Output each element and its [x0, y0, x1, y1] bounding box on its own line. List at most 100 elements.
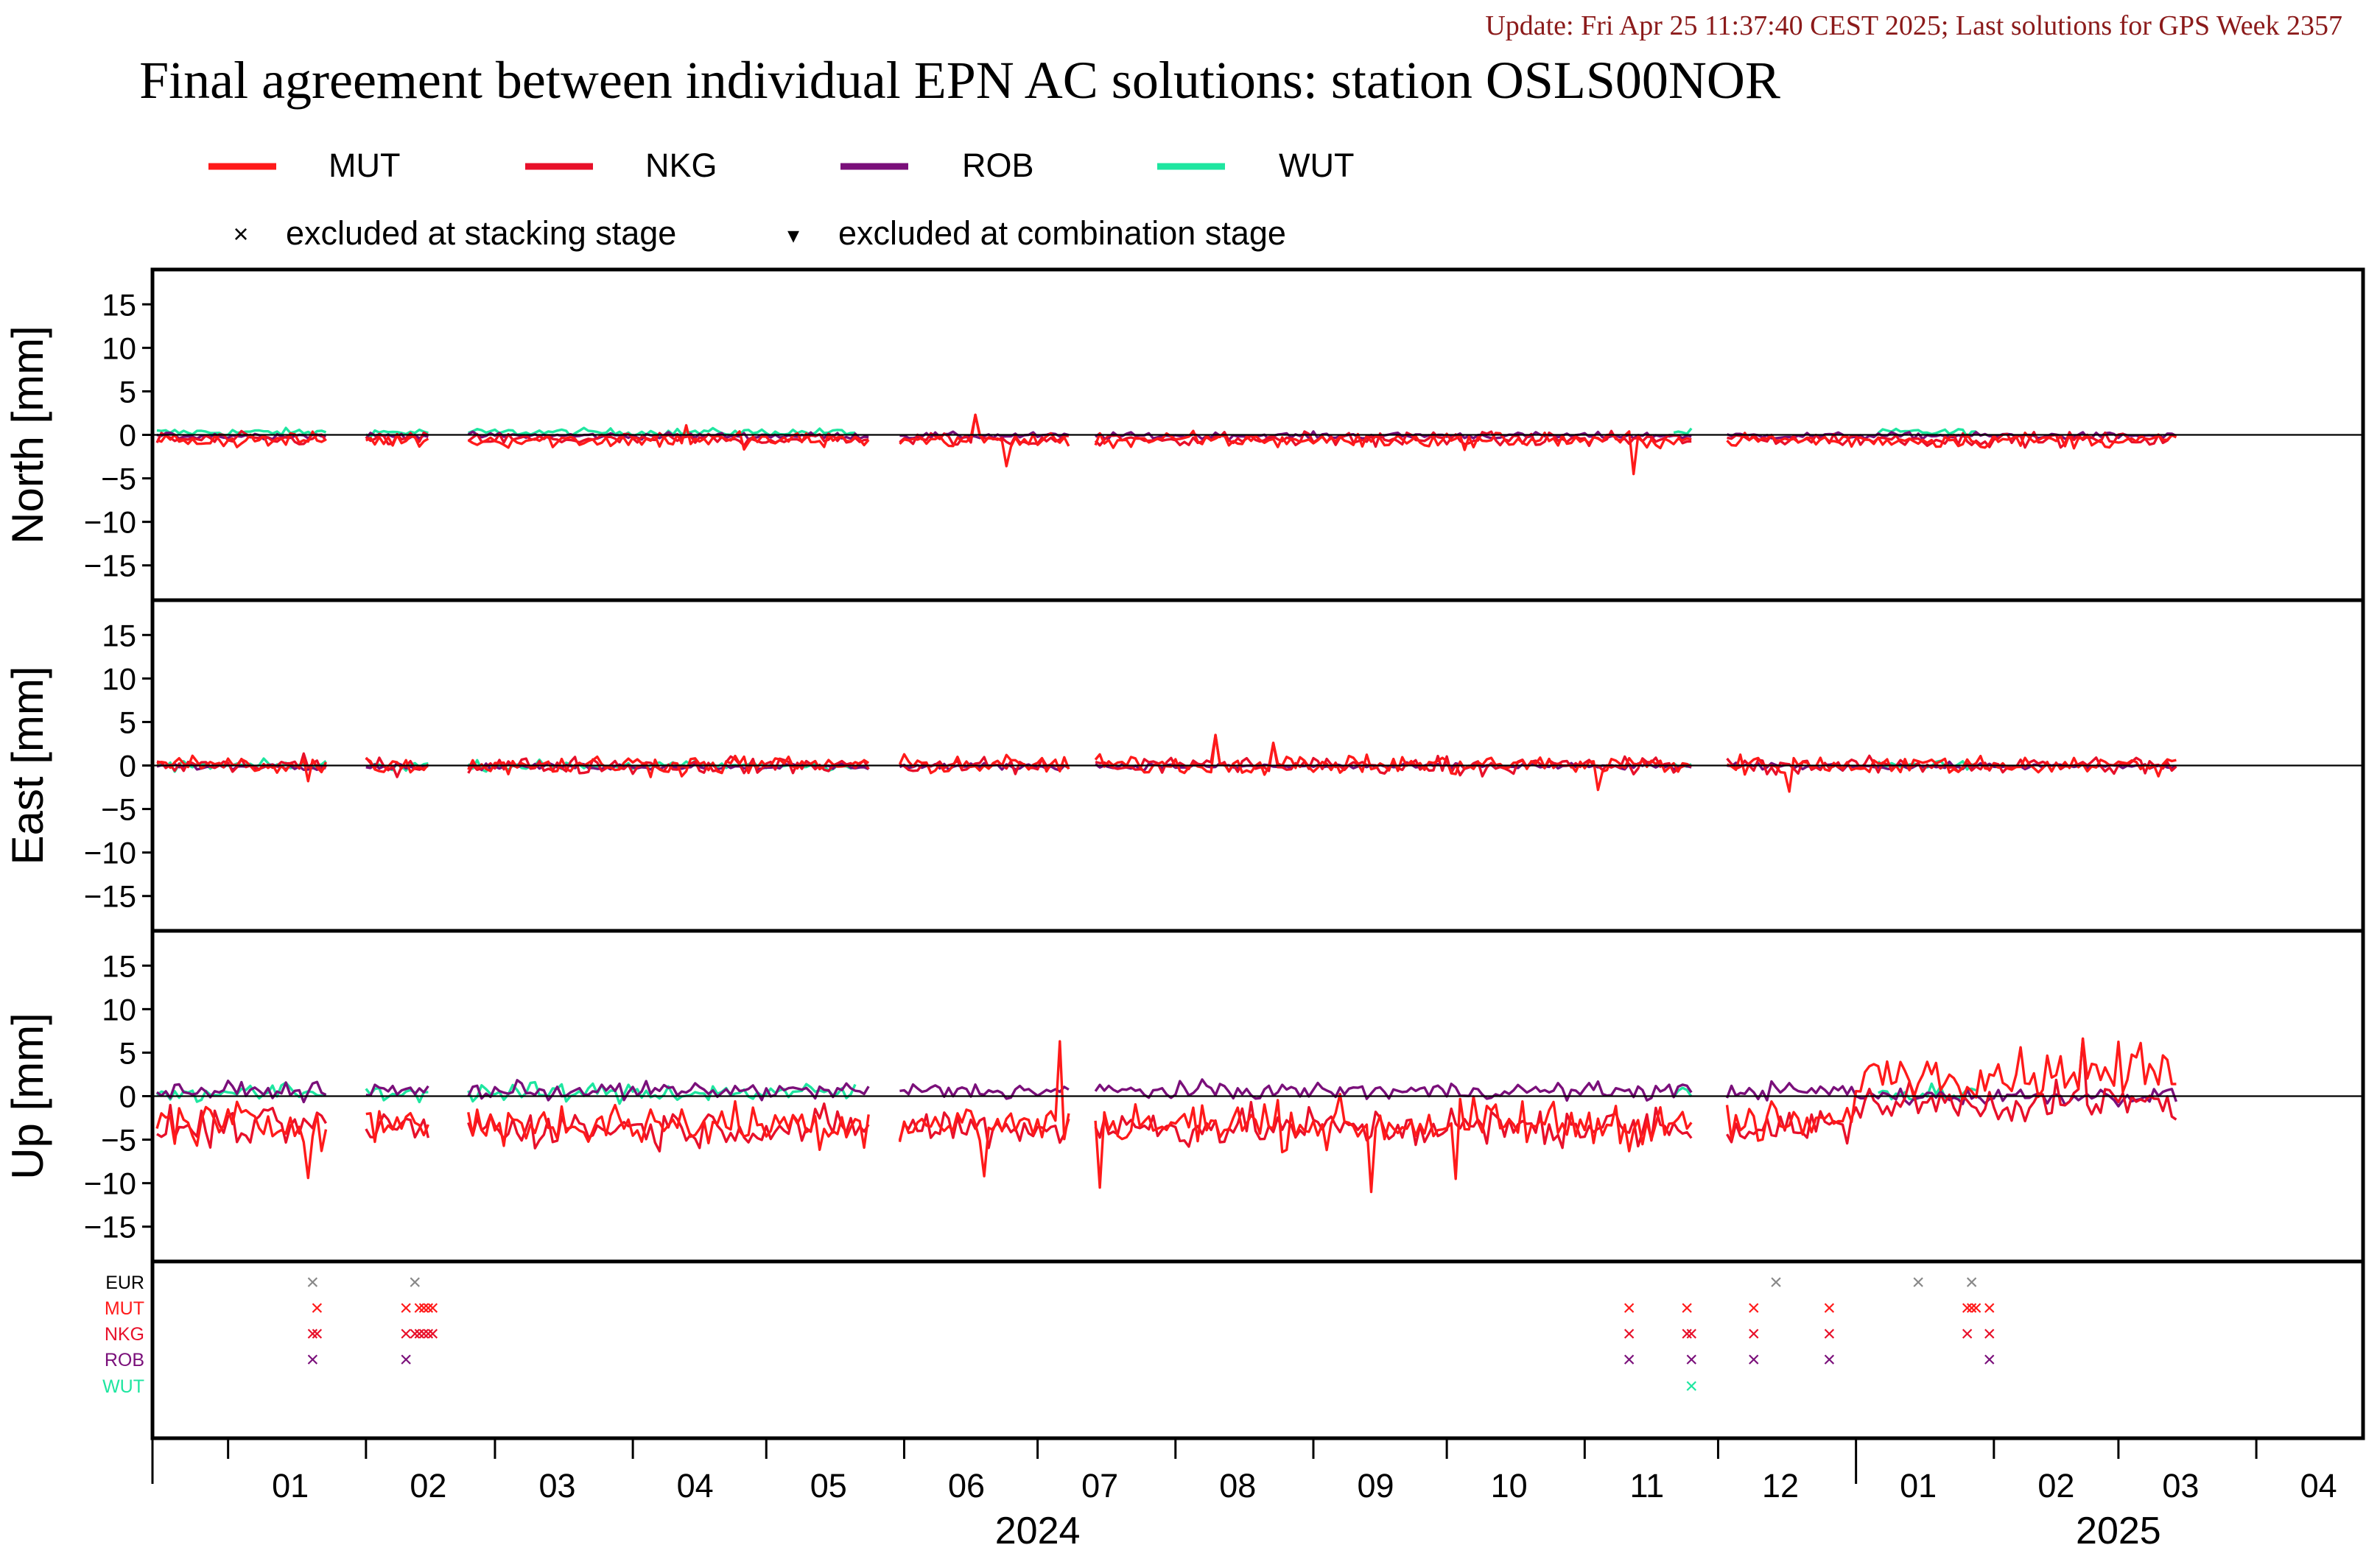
month-tick-label: 07 [1081, 1467, 1118, 1504]
exclusion-marker: × [1961, 1322, 1974, 1346]
exclusion-marker: × [1912, 1270, 1925, 1295]
chart-title: Final agreement between individual EPN A… [139, 51, 1780, 110]
exclusion-marker: × [1983, 1348, 1996, 1372]
exclusion-marker: × [1685, 1322, 1698, 1346]
series-line-nkg [467, 755, 870, 775]
exclusion-marker: × [1680, 1322, 1693, 1346]
series-line-rob [1094, 1078, 1693, 1102]
month-tick-label: 05 [810, 1467, 847, 1504]
year-label: 2025 [2076, 1510, 2161, 1545]
exclusion-marker: × [1769, 1270, 1783, 1295]
exclusion-marker: × [399, 1322, 413, 1346]
exclusion-marker: × [1747, 1322, 1761, 1346]
y-axis-label: Up [mm] [3, 1013, 52, 1180]
exclusion-row-label: ROB [105, 1350, 144, 1370]
exclusion-row-label: NKG [105, 1324, 144, 1345]
exclusion-marker: × [1685, 1374, 1698, 1398]
y-tick-label: −5 [101, 1123, 136, 1158]
series-line-mut [1726, 432, 2177, 450]
series-line-mut [899, 413, 1070, 468]
series-line-mut [898, 1040, 1070, 1178]
series-line-mut [467, 1099, 870, 1151]
y-axis-label: East [mm] [3, 666, 52, 865]
month-tick-label: 11 [1629, 1467, 1664, 1504]
series-line-rob [467, 1079, 870, 1102]
exclusion-marker: × [1965, 1296, 1979, 1320]
month-tick-label: 04 [677, 1467, 714, 1504]
y-tick-label: −15 [84, 879, 136, 914]
series-line-wut [1673, 427, 1693, 435]
series-line-mut [1726, 753, 2177, 793]
exclusion-marker: × [422, 1296, 435, 1320]
legend: MUT NKG ROB WUT × excluded at stacking s… [208, 147, 1354, 252]
exclusion-row-label: EUR [105, 1273, 144, 1293]
exclusion-marker: × [306, 1270, 320, 1295]
exclusion-marker: × [1965, 1270, 1979, 1295]
panel-north: 15 10 5 0 −5 −10 −15 North [mm] [3, 267, 2365, 602]
exclusion-row-label: WUT [102, 1376, 144, 1397]
series-line-mut [156, 754, 328, 783]
y-tick-label: −15 [84, 1210, 136, 1245]
y-tick-label: 15 [102, 618, 136, 652]
legend-label-mut: MUT [329, 147, 400, 184]
exclusion-marker: × [399, 1296, 413, 1320]
y-tick-label: 5 [119, 1035, 136, 1070]
exclusion-marker: × [1747, 1348, 1761, 1372]
series-line-mut [467, 754, 870, 778]
series-line-mut [156, 430, 327, 448]
exclusion-marker: × [408, 1270, 421, 1295]
month-tick-label: 12 [1762, 1467, 1799, 1504]
exclusion-marker: × [408, 1322, 421, 1346]
month-tick-label: 03 [538, 1467, 575, 1504]
month-tick-label: 02 [2037, 1467, 2074, 1504]
month-tick-label: 06 [948, 1467, 985, 1504]
y-tick-label: −10 [84, 1166, 136, 1201]
y-tick-label: 10 [102, 661, 136, 696]
y-tick-label: 5 [119, 374, 136, 409]
update-timestamp: Update: Fri Apr 25 11:37:40 CEST 2025; L… [1485, 10, 2342, 41]
series-line-mut [155, 1100, 328, 1180]
exclusion-marker: × [413, 1296, 426, 1320]
y-tick-label: 0 [119, 418, 136, 453]
series-line-nkg [467, 1102, 870, 1152]
series-line-wut [365, 428, 429, 439]
series-line-mut [365, 757, 429, 774]
exclusion-marker: × [311, 1296, 324, 1320]
legend-label-rob: ROB [962, 147, 1034, 184]
y-tick-label: −15 [84, 549, 136, 583]
exclusion-marker: × [1823, 1296, 1836, 1320]
y-axis-label: North [mm] [3, 325, 52, 544]
exclusion-marker: × [1983, 1296, 1996, 1320]
exclusion-row-label: MUT [105, 1298, 144, 1319]
y-tick-label: 0 [119, 749, 136, 784]
exclusion-marker: × [422, 1322, 435, 1346]
month-tick-label: 10 [1491, 1467, 1528, 1504]
series-line-mut [1094, 1092, 1693, 1194]
y-tick-label: 10 [102, 992, 136, 1027]
series-line-mut [365, 1110, 429, 1144]
month-tick-label: 03 [2162, 1467, 2199, 1504]
exclusion-marker: × [399, 1348, 413, 1372]
series-line-rob [899, 1083, 1070, 1100]
exclusion-marker: × [306, 1322, 320, 1346]
y-tick-label: −5 [101, 792, 136, 827]
series-line-nkg [899, 413, 1069, 446]
panel-east: 15 10 5 0 −5 −10 −15 East [mm] [3, 598, 2365, 933]
exclusion-marker: × [418, 1296, 431, 1320]
y-tick-label: 15 [102, 949, 136, 983]
exclusion-marker: × [426, 1322, 440, 1346]
combination-marker-icon: ▾ [787, 222, 799, 248]
exclusion-marker: × [418, 1322, 431, 1346]
exclusion-frame [150, 1259, 2365, 1440]
exclusion-marker: × [413, 1322, 426, 1346]
series-line-mut [467, 423, 870, 451]
exclusion-marker: × [1961, 1296, 1974, 1320]
exclusion-marker: × [1623, 1322, 1636, 1346]
month-tick-label: 09 [1357, 1467, 1394, 1504]
y-tick-label: −10 [84, 505, 136, 540]
month-tick-label: 01 [1900, 1467, 1937, 1504]
series-line-rob [365, 1083, 429, 1097]
stacking-marker-label: excluded at stacking stage [286, 214, 676, 252]
y-tick-label: −10 [84, 836, 136, 870]
